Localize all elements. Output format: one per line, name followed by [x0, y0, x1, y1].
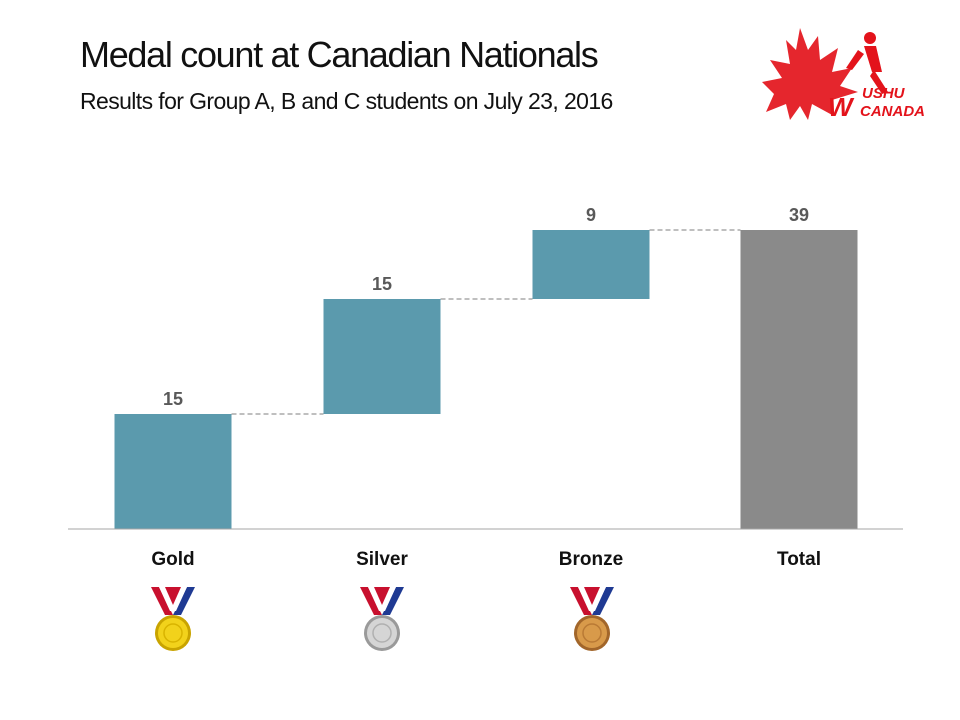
data-label-bronze: 9: [586, 205, 596, 225]
logo-letter: W: [828, 92, 855, 122]
bar-total: [740, 230, 858, 529]
category-labels: Gold Silver Bronze Total: [151, 549, 821, 570]
bar-silver: [323, 299, 441, 414]
bars: [114, 230, 858, 529]
logo-text-top: USHU: [862, 85, 906, 102]
wushu-canada-logo: W USHU CANADA: [760, 20, 930, 130]
data-label-silver: 15: [372, 274, 392, 294]
bar-bronze: [532, 230, 650, 299]
data-label-total: 39: [789, 205, 809, 225]
category-label-gold: Gold: [151, 549, 194, 570]
logo-text-bottom: CANADA: [860, 103, 925, 120]
maple-leaf-logo-icon: W USHU CANADA: [762, 28, 925, 122]
bronze-medal-icon: [562, 585, 622, 657]
gold-medal-icon: [143, 585, 203, 657]
category-label-bronze: Bronze: [559, 549, 623, 570]
page-title: Medal count at Canadian Nationals: [80, 34, 599, 75]
data-label-gold: 15: [163, 389, 183, 409]
category-label-total: Total: [777, 549, 821, 570]
page-subtitle: Results for Group A, B and C students on…: [80, 88, 613, 114]
connector-lines: [231, 229, 741, 415]
silver-medal-icon: [352, 585, 412, 657]
category-label-silver: Silver: [356, 549, 408, 570]
data-labels: 15 15 9 39: [163, 205, 809, 409]
bar-gold: [114, 414, 232, 529]
